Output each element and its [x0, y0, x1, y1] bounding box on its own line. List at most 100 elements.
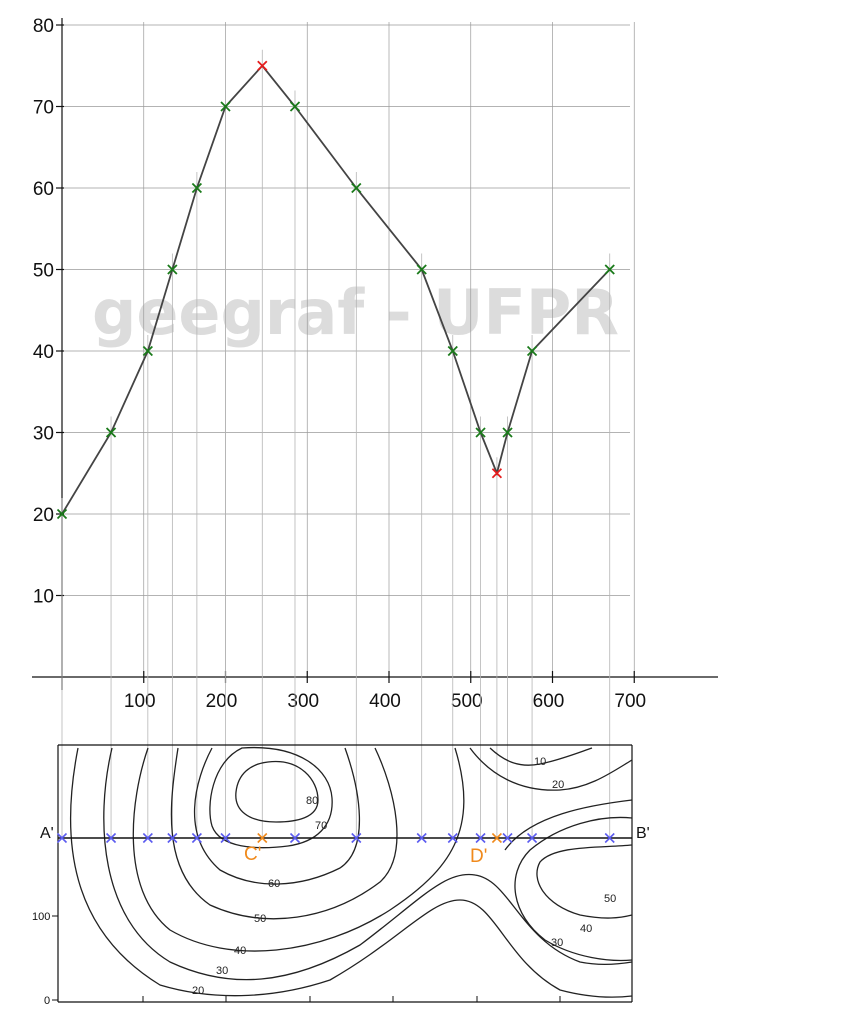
x-tick-label: 400: [369, 691, 401, 712]
contour-label: 50: [254, 913, 266, 925]
marker-stroke: [289, 101, 301, 112]
section-marker: [289, 832, 301, 844]
data-point-marker: [502, 427, 513, 438]
map-axis-label-100: 100: [32, 911, 50, 923]
section-markers: [56, 832, 615, 844]
marker-stroke: [475, 832, 486, 844]
x-tick-label: 300: [287, 691, 319, 712]
contour-label: 30: [216, 965, 228, 977]
data-point-marker: [289, 101, 301, 112]
data-point-marker: [220, 101, 231, 112]
marker-stroke: [105, 427, 117, 438]
marker-stroke: [351, 182, 362, 194]
data-point-marker: [105, 427, 117, 438]
marker-stroke: [142, 832, 153, 844]
x-tick-label: 600: [533, 691, 565, 712]
contour-lines: [69, 746, 633, 998]
marker-stroke: [416, 832, 427, 844]
section-marker: [447, 832, 458, 844]
highlight-point-marker: [257, 60, 268, 71]
contour-label: 20: [552, 779, 564, 791]
marker-stroke: [526, 832, 538, 844]
data-point-marker: [475, 427, 486, 438]
drop-lines: [61, 49, 611, 838]
special-section-marker: [257, 832, 268, 844]
data-point-marker: [191, 182, 203, 194]
marker-stroke: [502, 832, 513, 844]
contour-label: 30: [551, 937, 563, 949]
profile-line: [61, 64, 611, 515]
marker-stroke: [167, 264, 178, 275]
y-tick-label: 60: [33, 179, 54, 200]
data-point-marker: [56, 508, 68, 520]
x-tick-label: 700: [614, 691, 646, 712]
section-marker: [142, 832, 153, 844]
chart-grid: [62, 22, 635, 677]
data-point-marker: [351, 182, 362, 194]
marker-stroke: [191, 832, 202, 844]
marker-stroke: [142, 345, 153, 357]
marker-stroke: [56, 508, 68, 520]
marker-stroke: [257, 832, 268, 844]
marker-stroke: [289, 832, 301, 844]
contour-line-50-right: [536, 844, 633, 919]
section-marker: [502, 832, 513, 844]
map-axis-label-0: 0: [44, 995, 50, 1007]
contour-line-80: [235, 760, 319, 823]
y-tick-label: 80: [33, 16, 54, 37]
marker-stroke: [526, 345, 538, 357]
y-tick-label: 30: [33, 424, 54, 445]
watermark-text: geegraf - UFPR: [92, 276, 619, 349]
contour-label: 50: [604, 893, 616, 905]
marker-stroke: [502, 427, 513, 438]
marker-stroke: [604, 832, 615, 844]
contour-label: 40: [580, 923, 592, 935]
marker-stroke: [491, 832, 502, 844]
data-point-marker: [416, 264, 427, 275]
section-marker: [351, 832, 362, 844]
marker-stroke: [257, 60, 268, 71]
contour-line-50: [170, 747, 398, 920]
marker-stroke: [191, 182, 203, 194]
marker-stroke: [475, 427, 486, 438]
contour-label: 60: [268, 878, 280, 890]
contour-line-60: [193, 747, 361, 885]
section-marker: [604, 832, 615, 844]
point-d-label: D': [470, 846, 487, 867]
x-tick-label: 500: [451, 691, 483, 712]
contour-line-30-left: [103, 747, 633, 981]
contour-line-70: [209, 746, 333, 849]
profile-points: [56, 60, 615, 520]
contour-line-40: [132, 747, 465, 952]
data-point-marker: [142, 345, 153, 357]
section-marker: [105, 832, 117, 844]
section-marker: [56, 832, 68, 844]
contour-line-20-right: [469, 747, 633, 791]
y-tick-label: 50: [33, 261, 54, 282]
data-point-marker: [167, 264, 178, 275]
y-tick-label: 40: [33, 342, 54, 363]
y-tick-label: 70: [33, 98, 54, 119]
x-tick-label: 200: [206, 691, 238, 712]
marker-stroke: [447, 832, 458, 844]
marker-stroke: [447, 345, 458, 357]
y-tick-label: 10: [33, 587, 54, 608]
special-section-marker: [491, 832, 502, 844]
highlight-point-marker: [491, 468, 503, 479]
point-c-label: C': [244, 844, 261, 865]
data-point-marker: [447, 345, 458, 357]
marker-stroke: [220, 832, 231, 844]
section-start-label: A': [40, 825, 54, 842]
data-point-marker: [526, 345, 538, 357]
marker-stroke: [491, 468, 503, 479]
y-tick-label: 20: [33, 505, 54, 526]
section-marker: [416, 832, 427, 844]
marker-stroke: [105, 832, 117, 844]
section-marker: [526, 832, 538, 844]
y-ticks: 10 20 30 40 50 60 70 80: [33, 16, 64, 608]
contour-label: 80: [306, 795, 318, 807]
contour-label: 10: [534, 756, 546, 768]
section-marker: [191, 832, 202, 844]
contour-label: 70: [315, 820, 327, 832]
section-marker: [220, 832, 231, 844]
